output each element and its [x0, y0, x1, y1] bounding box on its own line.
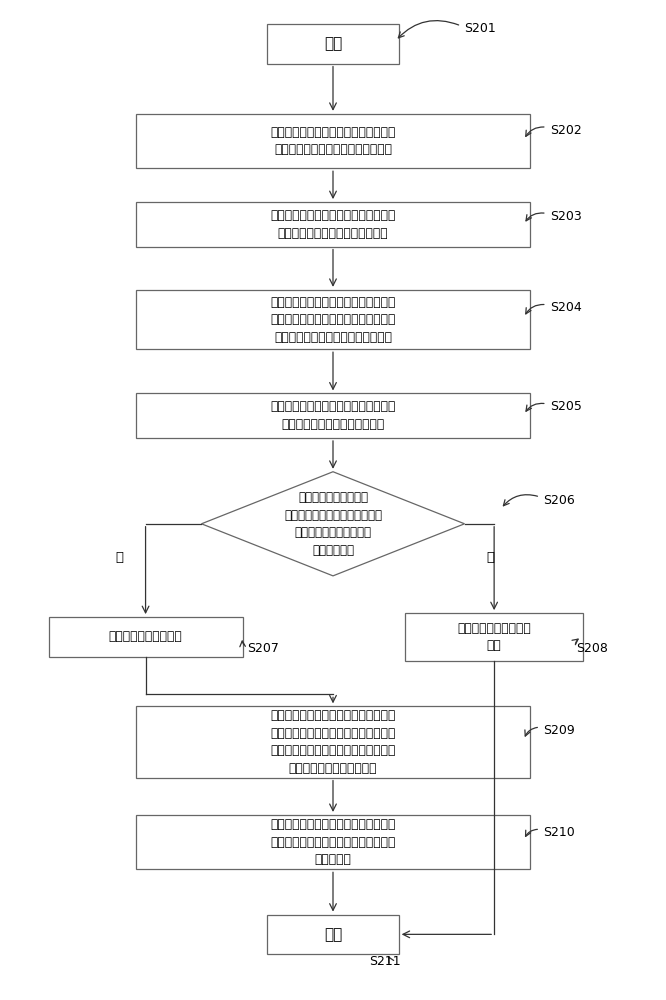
Bar	[136, 706, 530, 778]
Text: 解析预定光谱信息，生成并保存与预定
光谱信息对应的光谱材料标识信息: 解析预定光谱信息，生成并保存与预定 光谱信息对应的光谱材料标识信息	[270, 209, 396, 240]
Text: 是: 是	[115, 551, 123, 564]
Text: S211: S211	[369, 955, 401, 968]
Text: S201: S201	[464, 22, 496, 35]
Text: S204: S204	[550, 301, 582, 314]
Text: 通过第一光谱信息中的光波的方向，确
定待查找物品所在的方向，通过第一光
谱信息中的光波的波强度，确定待查找
物品与感光元件之间的距离: 通过第一光谱信息中的光波的方向，确 定待查找物品所在的方向，通过第一光 谱信息中…	[270, 709, 396, 775]
Bar	[49, 617, 242, 657]
Text: 根据待查找物品所在的方向和待查找物
品与感光元件之间的距离，对待查找物
品进行定位: 根据待查找物品所在的方向和待查找物 品与感光元件之间的距离，对待查找物 品进行定…	[270, 818, 396, 866]
Text: 通过感光元件扫描可以发出预定光谱信
息的光谱材料，并获取预定光谱信息: 通过感光元件扫描可以发出预定光谱信 息的光谱材料，并获取预定光谱信息	[270, 126, 396, 156]
Bar	[406, 613, 583, 661]
Text: 响应查找指令，通过感光元件扫描并获
取周围物品发出的第一光谱信息: 响应查找指令，通过感光元件扫描并获 取周围物品发出的第一光谱信息	[270, 400, 396, 431]
Bar	[267, 24, 399, 64]
Bar	[136, 393, 530, 438]
Bar	[136, 815, 530, 869]
Text: S206: S206	[543, 493, 575, 506]
Text: 接收查找指令，查找指令包括待查找物
品的光谱材料标识信息，待查找物品上
有可以发出预定光谱信息的光谱材料: 接收查找指令，查找指令包括待查找物 品的光谱材料标识信息，待查找物品上 有可以发…	[270, 296, 396, 344]
Text: S203: S203	[550, 210, 582, 223]
Text: S207: S207	[248, 642, 279, 655]
Bar	[136, 202, 530, 247]
Text: 确认没有查找到待查找
物品: 确认没有查找到待查找 物品	[458, 622, 531, 652]
Text: S202: S202	[550, 124, 582, 137]
Text: 判断第一光谱信息与已
保存的待查找物品的光谱材料标
识信息对应的预定光谱信
息是否相匹配: 判断第一光谱信息与已 保存的待查找物品的光谱材料标 识信息对应的预定光谱信 息是…	[284, 491, 382, 557]
Text: S209: S209	[543, 724, 575, 737]
Text: S205: S205	[550, 400, 582, 413]
Text: 开始: 开始	[324, 36, 342, 51]
Polygon shape	[202, 472, 464, 576]
Text: S210: S210	[543, 826, 575, 839]
Bar	[267, 915, 399, 954]
Bar	[136, 114, 530, 168]
Text: 否: 否	[487, 551, 495, 564]
Text: 结束: 结束	[324, 927, 342, 942]
Bar	[136, 290, 530, 349]
Text: 确认查找到待查找物品: 确认查找到待查找物品	[109, 630, 182, 643]
Text: S208: S208	[576, 642, 608, 655]
